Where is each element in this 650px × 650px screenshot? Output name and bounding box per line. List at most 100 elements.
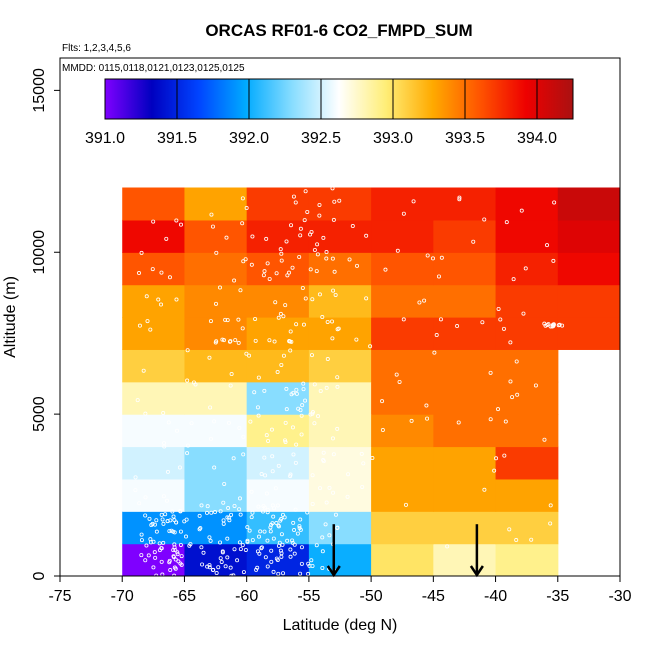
sample-point	[269, 559, 274, 564]
sample-point	[156, 297, 161, 302]
sample-point	[286, 270, 291, 275]
sample-point	[225, 555, 230, 560]
sample-point	[233, 338, 238, 343]
sample-point	[214, 250, 219, 255]
sample-point	[394, 372, 399, 377]
heatmap-cell	[184, 478, 248, 512]
y-tick-label: 0	[31, 571, 48, 580]
sample-point	[330, 319, 335, 324]
sample-point	[164, 236, 169, 241]
heatmap-cell	[371, 511, 434, 545]
sample-point	[163, 512, 168, 517]
sample-point	[556, 323, 561, 328]
heatmap-cell	[308, 284, 372, 318]
sample-point	[143, 558, 148, 563]
heatmap-cell	[246, 219, 310, 253]
colorbar-tick-label: 392.5	[301, 130, 341, 147]
sample-point	[268, 529, 273, 534]
x-tick-label: -75	[48, 588, 71, 605]
sample-point	[279, 532, 284, 537]
sample-point	[301, 381, 306, 386]
sample-point	[229, 512, 234, 517]
sample-point	[411, 199, 416, 204]
heatmap-cell	[557, 187, 620, 221]
sample-point	[133, 488, 138, 493]
sample-point	[361, 461, 366, 466]
sample-point	[364, 233, 369, 238]
arrow-head	[326, 565, 341, 578]
sample-point	[271, 514, 276, 519]
sample-point	[161, 411, 166, 416]
sample-point	[264, 433, 269, 438]
sample-point	[281, 571, 286, 576]
sample-point	[161, 521, 166, 526]
sample-point	[445, 544, 450, 549]
sample-point	[213, 340, 218, 345]
heatmap-cell	[371, 252, 434, 286]
flights-note: Flts: 1,2,3,4,5,6	[62, 43, 131, 54]
sample-point	[298, 571, 303, 576]
sample-point	[168, 518, 173, 523]
sample-point	[268, 525, 273, 530]
sample-point	[214, 571, 219, 576]
sample-point	[238, 547, 243, 552]
heatmap-cell	[122, 284, 186, 318]
sample-point	[143, 495, 148, 500]
sample-point	[240, 326, 245, 331]
sample-point	[430, 256, 435, 261]
heatmap-cell	[495, 543, 559, 576]
sample-point	[324, 500, 329, 505]
sample-point	[395, 248, 400, 253]
heatmap-cell	[495, 284, 559, 318]
sample-point	[199, 545, 204, 550]
heatmap-cell	[495, 478, 559, 512]
sample-point	[262, 529, 267, 534]
sample-point	[471, 239, 476, 244]
heatmap-cell	[184, 317, 248, 350]
sample-point	[292, 528, 297, 533]
sample-point	[283, 303, 288, 308]
sample-point	[269, 548, 274, 553]
sample-point	[533, 383, 538, 388]
sample-point	[312, 248, 317, 253]
heatmap-cell	[371, 414, 434, 448]
sample-point	[397, 379, 402, 384]
sample-point	[285, 538, 290, 543]
heatmap-cell	[308, 446, 372, 480]
heatmap-cell	[433, 219, 497, 253]
sample-point	[160, 517, 165, 522]
sample-point	[263, 555, 268, 560]
sample-point	[548, 503, 553, 508]
sample-point	[320, 535, 325, 540]
heatmap-cell	[557, 252, 620, 286]
sample-point	[510, 395, 515, 400]
sample-point	[179, 562, 184, 567]
sample-point	[267, 276, 272, 281]
sample-point	[267, 338, 272, 343]
sample-point	[224, 235, 229, 240]
sample-point	[480, 320, 485, 325]
sample-point	[270, 521, 275, 526]
sample-point	[335, 525, 340, 530]
sample-point	[438, 317, 443, 322]
sample-point	[237, 425, 242, 430]
sample-point	[265, 507, 270, 512]
sample-point	[229, 372, 234, 377]
sample-point	[316, 414, 321, 419]
sample-point	[151, 539, 156, 544]
sample-point	[265, 261, 270, 266]
sample-point	[545, 243, 550, 248]
sample-point	[185, 451, 190, 456]
sample-point	[299, 545, 304, 550]
sample-point	[271, 569, 276, 574]
sample-point	[508, 379, 513, 384]
sample-point	[380, 428, 385, 433]
sample-point	[309, 353, 314, 358]
sample-point	[238, 512, 243, 517]
x-tick-label: -65	[173, 588, 196, 605]
sample-point	[238, 288, 243, 293]
sample-point	[321, 235, 326, 240]
sample-point	[321, 459, 326, 464]
sample-point	[237, 540, 242, 545]
